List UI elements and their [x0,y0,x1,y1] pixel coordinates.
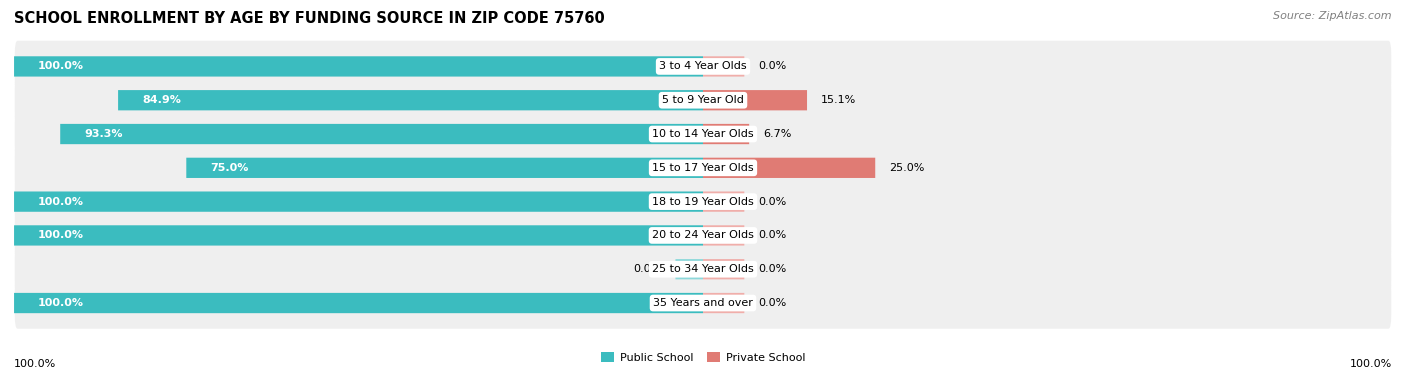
Text: 75.0%: 75.0% [211,163,249,173]
Text: 0.0%: 0.0% [758,230,786,241]
Text: SCHOOL ENROLLMENT BY AGE BY FUNDING SOURCE IN ZIP CODE 75760: SCHOOL ENROLLMENT BY AGE BY FUNDING SOUR… [14,11,605,26]
FancyBboxPatch shape [14,192,703,212]
Text: 0.0%: 0.0% [634,264,662,274]
FancyBboxPatch shape [14,142,1392,193]
Text: 93.3%: 93.3% [84,129,122,139]
Text: 84.9%: 84.9% [142,95,181,105]
Text: 0.0%: 0.0% [758,61,786,71]
FancyBboxPatch shape [14,108,1392,160]
Text: 0.0%: 0.0% [758,197,786,207]
FancyBboxPatch shape [14,244,1392,295]
FancyBboxPatch shape [703,192,744,212]
FancyBboxPatch shape [703,259,744,279]
Text: 15.1%: 15.1% [821,95,856,105]
FancyBboxPatch shape [703,124,749,144]
FancyBboxPatch shape [703,56,744,77]
FancyBboxPatch shape [186,158,703,178]
Text: 0.0%: 0.0% [758,264,786,274]
FancyBboxPatch shape [703,225,744,245]
Text: 20 to 24 Year Olds: 20 to 24 Year Olds [652,230,754,241]
FancyBboxPatch shape [60,124,703,144]
Legend: Public School, Private School: Public School, Private School [596,348,810,367]
FancyBboxPatch shape [14,56,703,77]
FancyBboxPatch shape [14,277,1392,329]
Text: 15 to 17 Year Olds: 15 to 17 Year Olds [652,163,754,173]
Text: 35 Years and over: 35 Years and over [652,298,754,308]
FancyBboxPatch shape [118,90,703,110]
Text: 100.0%: 100.0% [1350,359,1392,369]
FancyBboxPatch shape [703,158,875,178]
Text: 100.0%: 100.0% [38,61,84,71]
Text: 6.7%: 6.7% [763,129,792,139]
Text: 100.0%: 100.0% [38,197,84,207]
Text: 100.0%: 100.0% [38,230,84,241]
FancyBboxPatch shape [14,210,1392,261]
FancyBboxPatch shape [703,90,807,110]
FancyBboxPatch shape [14,75,1392,126]
FancyBboxPatch shape [14,41,1392,92]
Text: Source: ZipAtlas.com: Source: ZipAtlas.com [1274,11,1392,21]
Text: 0.0%: 0.0% [758,298,786,308]
Text: 25 to 34 Year Olds: 25 to 34 Year Olds [652,264,754,274]
FancyBboxPatch shape [675,259,703,279]
Text: 100.0%: 100.0% [14,359,56,369]
FancyBboxPatch shape [14,176,1392,227]
Text: 10 to 14 Year Olds: 10 to 14 Year Olds [652,129,754,139]
Text: 3 to 4 Year Olds: 3 to 4 Year Olds [659,61,747,71]
Text: 5 to 9 Year Old: 5 to 9 Year Old [662,95,744,105]
FancyBboxPatch shape [14,225,703,245]
Text: 18 to 19 Year Olds: 18 to 19 Year Olds [652,197,754,207]
Text: 100.0%: 100.0% [38,298,84,308]
FancyBboxPatch shape [14,293,703,313]
Text: 25.0%: 25.0% [889,163,924,173]
FancyBboxPatch shape [703,293,744,313]
